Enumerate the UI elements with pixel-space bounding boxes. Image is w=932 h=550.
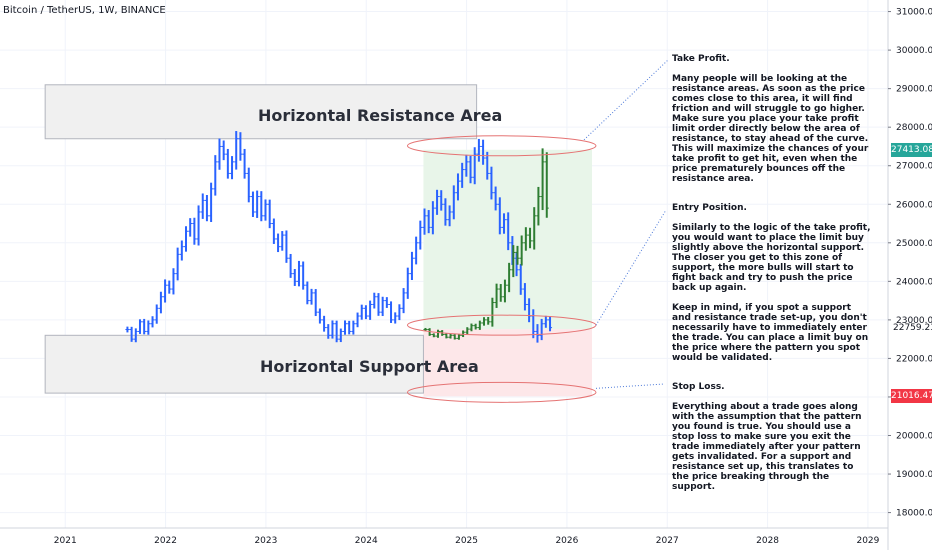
time-axis[interactable]: 2021 2022 2023 2024 2025 2026 2027 2028 2029 bbox=[0, 527, 888, 546]
price-tick-label: 20000.00 bbox=[896, 432, 932, 442]
take-profit-connector bbox=[583, 59, 669, 141]
stop-loss-note-body: Everything about a trade goes along with… bbox=[672, 402, 862, 492]
take-profit-note-body: Many people will be looking at the resis… bbox=[672, 74, 869, 184]
time-tick-label: 2021 bbox=[54, 536, 77, 546]
price-tick-label: 29000.00 bbox=[896, 85, 932, 95]
stop-loss-price-badge: 21016.47 bbox=[891, 389, 932, 404]
time-tick-label: 2029 bbox=[856, 536, 879, 546]
price-tick-label: 23000.00 bbox=[896, 316, 932, 326]
entry-position-note-body: Similarly to the logic of the take profi… bbox=[672, 223, 871, 363]
price-tick-label: 30000.00 bbox=[896, 46, 932, 56]
price-tick-label: 18000.00 bbox=[896, 509, 932, 519]
time-tick-label: 2024 bbox=[355, 536, 378, 546]
price-tick-label: 27000.00 bbox=[896, 162, 932, 172]
stop-loss-note-title: Stop Loss. bbox=[672, 382, 725, 392]
stop-loss-ellipse bbox=[406, 381, 597, 403]
time-tick-label: 2027 bbox=[656, 536, 679, 546]
entry-position-note: Entry Position. Similarly to the logic o… bbox=[672, 203, 872, 363]
price-tick-label: 31000.00 bbox=[896, 8, 932, 18]
stop-loss-note: Stop Loss. Everything about a trade goes… bbox=[672, 382, 872, 492]
price-tick-label: 19000.00 bbox=[896, 470, 932, 480]
entry-position-note-title: Entry Position. bbox=[672, 203, 747, 213]
time-tick-label: 2025 bbox=[455, 536, 478, 546]
take-profit-price-badge: 27413.08 bbox=[891, 142, 932, 157]
take-profit-note-title: Take Profit. bbox=[672, 54, 730, 64]
price-tick-label: 26000.00 bbox=[896, 200, 932, 210]
price-tick-label: 25000.00 bbox=[896, 239, 932, 249]
support-area-label: Horizontal Support Area bbox=[260, 357, 479, 376]
support-area bbox=[44, 334, 424, 394]
historical-bars bbox=[125, 131, 553, 343]
projected-bars bbox=[423, 148, 549, 340]
resistance-area-label: Horizontal Resistance Area bbox=[258, 106, 503, 125]
resistance-area bbox=[44, 84, 478, 140]
chart-title: Bitcoin / TetherUS, 1W, BINANCE bbox=[3, 5, 166, 16]
take-profit-ellipse bbox=[406, 135, 597, 157]
take-profit-note: Take Profit. Many people will be looking… bbox=[672, 54, 872, 184]
price-tick-label: 24000.00 bbox=[896, 277, 932, 287]
price-axis[interactable]: 18000.0019000.0020000.0021000.0022000.00… bbox=[887, 0, 932, 550]
price-tick-label: 28000.00 bbox=[896, 123, 932, 133]
chart-zones bbox=[44, 84, 592, 397]
time-tick-label: 2026 bbox=[555, 536, 578, 546]
stop-loss-connector bbox=[595, 383, 665, 389]
entry-price-label: 22759.23 bbox=[893, 323, 932, 334]
time-tick-label: 2028 bbox=[756, 536, 779, 546]
time-tick-label: 2022 bbox=[154, 536, 177, 546]
note-connectors bbox=[583, 59, 669, 389]
entry-connector bbox=[595, 209, 667, 326]
time-tick-label: 2023 bbox=[254, 536, 277, 546]
price-tick-label: 22000.00 bbox=[896, 354, 932, 364]
